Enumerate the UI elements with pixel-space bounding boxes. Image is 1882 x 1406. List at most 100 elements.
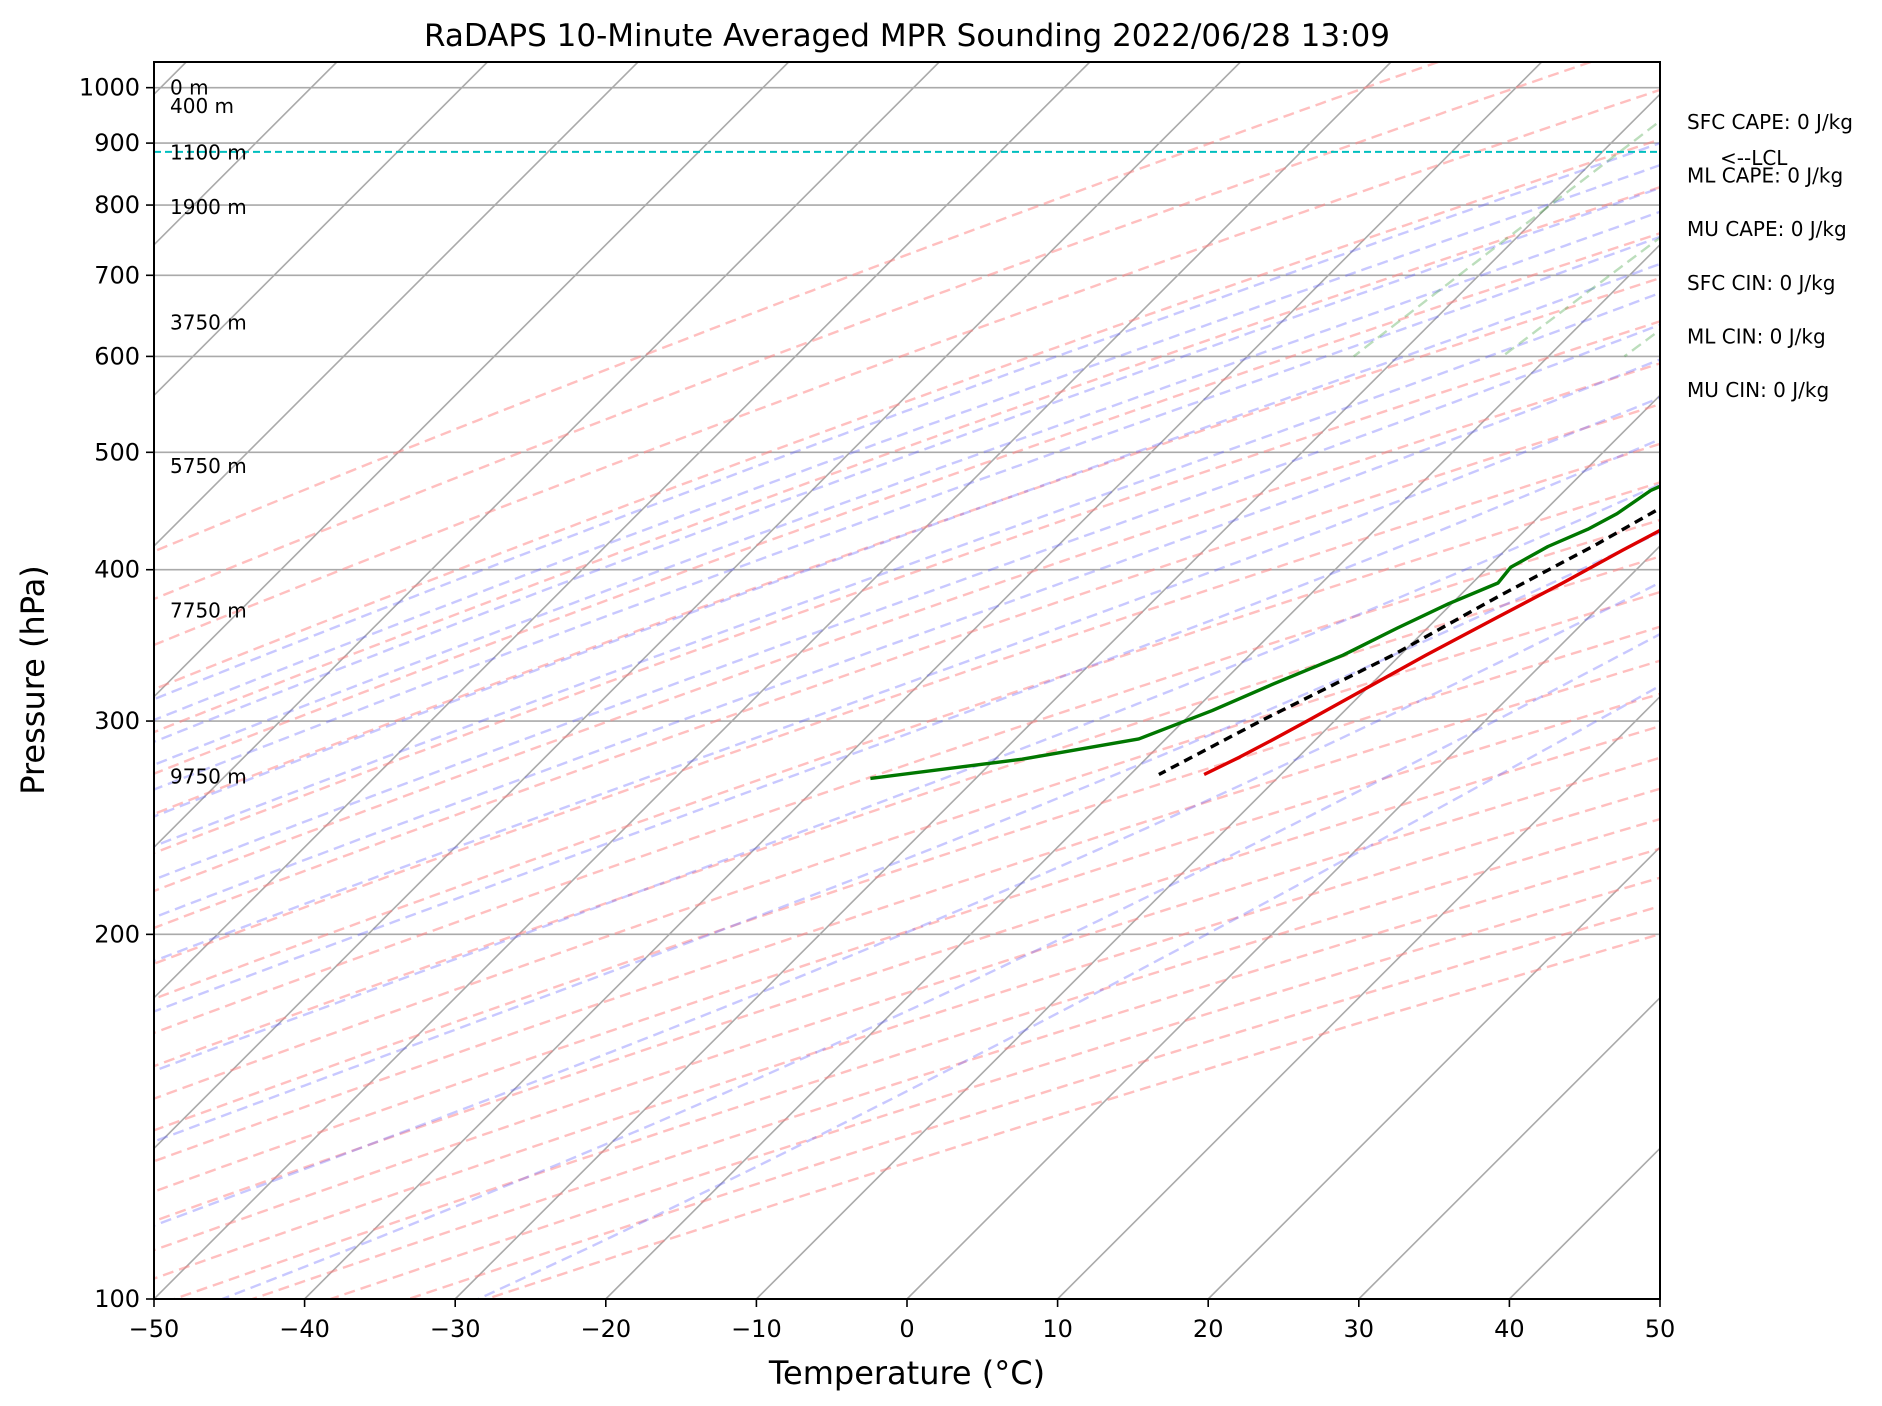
isotherm-line bbox=[454, 93, 1660, 1299]
dry-adiabat-line bbox=[154, 481, 1660, 1001]
moist-adiabat-line bbox=[154, 323, 1660, 881]
y-tick-label: 1000 bbox=[79, 74, 140, 102]
dry-adiabat-line bbox=[154, 276, 1660, 816]
isotherm-line bbox=[1057, 695, 1660, 1299]
x-axis-label: Temperature (°C) bbox=[768, 1354, 1045, 1392]
dry-adiabat-line bbox=[154, 787, 1660, 1280]
height-label: 1100 m bbox=[170, 141, 247, 165]
dry-adiabat-line bbox=[154, 320, 1660, 855]
y-tick-label: 700 bbox=[94, 261, 140, 289]
y-tick-label: 200 bbox=[94, 920, 140, 948]
chart-title: RaDAPS 10-Minute Averaged MPR Sounding 2… bbox=[424, 18, 1390, 54]
stability-index-text: ML CAPE: 0 J/kg bbox=[1687, 164, 1843, 188]
height-label: 1900 m bbox=[170, 195, 247, 219]
x-tick-label: −20 bbox=[580, 1315, 631, 1343]
dry-adiabat-line bbox=[174, 817, 1660, 1299]
dry-adiabat-line bbox=[154, 518, 1660, 1035]
stability-index-text: MU CIN: 0 J/kg bbox=[1687, 378, 1829, 402]
moist-adiabat-line bbox=[154, 291, 1660, 848]
moist-adiabat-line bbox=[154, 141, 1660, 701]
y-tick-label: 300 bbox=[94, 707, 140, 735]
plot-frame bbox=[153, 61, 1661, 1300]
y-tick-label: 600 bbox=[94, 342, 140, 370]
x-tick-label: −50 bbox=[129, 1315, 180, 1343]
isotherm-line bbox=[304, 62, 1543, 1299]
x-tick-label: 50 bbox=[1645, 1315, 1676, 1343]
stability-index-text: SFC CAPE: 0 J/kg bbox=[1687, 110, 1853, 134]
mixing-ratio-line bbox=[1623, 328, 1660, 358]
mixing-ratio-line bbox=[1700, 62, 1882, 356]
isotherm-line bbox=[154, 62, 1241, 1150]
x-tick-label: 30 bbox=[1344, 1315, 1375, 1343]
axes-layer: −50 −40 −30 −20 −10 0 10 20 30 40 50 100 200 300 400 50… bbox=[79, 74, 1675, 1343]
moist-adiabat-line bbox=[221, 632, 1660, 1299]
dry-adiabat-line bbox=[154, 62, 1439, 553]
isotherm-line bbox=[1508, 1147, 1660, 1299]
dry-adiabat-line bbox=[154, 756, 1660, 1252]
dry-adiabat-line bbox=[486, 932, 1660, 1299]
x-tick-label: 40 bbox=[1494, 1315, 1525, 1343]
dry-adiabat-line bbox=[154, 625, 1660, 1132]
dry-adiabat-line bbox=[154, 555, 1660, 1068]
background-reference-lines bbox=[154, 62, 1882, 1299]
dry-adiabat-line bbox=[154, 590, 1660, 1100]
x-tick-label: −30 bbox=[430, 1315, 481, 1343]
isotherm-line bbox=[154, 62, 940, 849]
y-tick-label: 100 bbox=[94, 1285, 140, 1313]
temperature-profile-line bbox=[1203, 528, 1660, 777]
dry-adiabat-line bbox=[330, 876, 1660, 1299]
dry-adiabat-line bbox=[154, 88, 1660, 647]
moist-adiabat-line bbox=[154, 437, 1660, 1013]
moist-adiabat-line bbox=[154, 358, 1660, 919]
isotherm-line bbox=[154, 62, 1091, 999]
isotherm-line bbox=[154, 62, 488, 397]
height-label: 7750 m bbox=[170, 599, 247, 623]
x-tick-label: −10 bbox=[731, 1315, 782, 1343]
moist-adiabat-line bbox=[477, 684, 1660, 1299]
dewpoint-profile-line bbox=[870, 484, 1660, 781]
moist-adiabat-line bbox=[154, 262, 1660, 818]
height-label: 3750 m bbox=[170, 310, 247, 334]
height-label: 400 m bbox=[170, 94, 234, 118]
parcel-path-line bbox=[1158, 506, 1660, 777]
y-tick-label: 400 bbox=[94, 556, 140, 584]
moist-adiabat-line bbox=[154, 186, 1660, 744]
mixing-ratio-line bbox=[1800, 62, 1882, 356]
moist-adiabat-line bbox=[154, 210, 1660, 767]
moist-adiabat-line bbox=[154, 581, 1660, 1227]
isotherm-line bbox=[906, 544, 1660, 1299]
dry-adiabat-line bbox=[154, 138, 1660, 691]
y-tick-label: 900 bbox=[94, 129, 140, 157]
y-tick-label: 500 bbox=[94, 438, 140, 466]
isotherm-line bbox=[605, 243, 1660, 1299]
x-tick-label: −40 bbox=[279, 1315, 330, 1343]
x-tick-label: 20 bbox=[1193, 1315, 1224, 1343]
mixing-ratio-line bbox=[1352, 119, 1660, 358]
isotherm-line bbox=[1659, 1297, 1660, 1299]
dry-adiabat-line bbox=[154, 362, 1660, 893]
y-axis-label: Pressure (hPa) bbox=[14, 565, 52, 795]
height-label: 0 m bbox=[170, 76, 209, 100]
lcl-label: <--LCL bbox=[1720, 146, 1788, 170]
moist-adiabat-line bbox=[154, 531, 1660, 1143]
moist-adiabat-line bbox=[154, 482, 1660, 1073]
x-tick-label: 0 bbox=[899, 1315, 914, 1343]
moist-adiabat-line bbox=[154, 163, 1660, 722]
isotherm-line bbox=[154, 62, 790, 698]
isotherm-line bbox=[154, 62, 1392, 1299]
isotherm-line bbox=[1358, 996, 1660, 1299]
moist-adiabat-line bbox=[154, 396, 1660, 963]
x-tick-label: 10 bbox=[1042, 1315, 1073, 1343]
height-label: 9750 m bbox=[170, 764, 247, 788]
mixing-ratio-line bbox=[1501, 236, 1660, 358]
annotation-layer: 9750 m 7750 m 5750 m 3750 m 1900 m 1100 m 400 … bbox=[170, 76, 1853, 789]
isotherm-line bbox=[154, 62, 639, 548]
dry-adiabat-line bbox=[154, 232, 1660, 775]
dry-adiabat-line bbox=[154, 724, 1660, 1223]
isotherm-line bbox=[1207, 846, 1660, 1299]
dry-adiabat-line bbox=[154, 62, 1592, 601]
stability-index-text: ML CIN: 0 J/kg bbox=[1687, 324, 1826, 348]
series-layer bbox=[870, 484, 1660, 781]
y-tick-label: 800 bbox=[94, 191, 140, 219]
